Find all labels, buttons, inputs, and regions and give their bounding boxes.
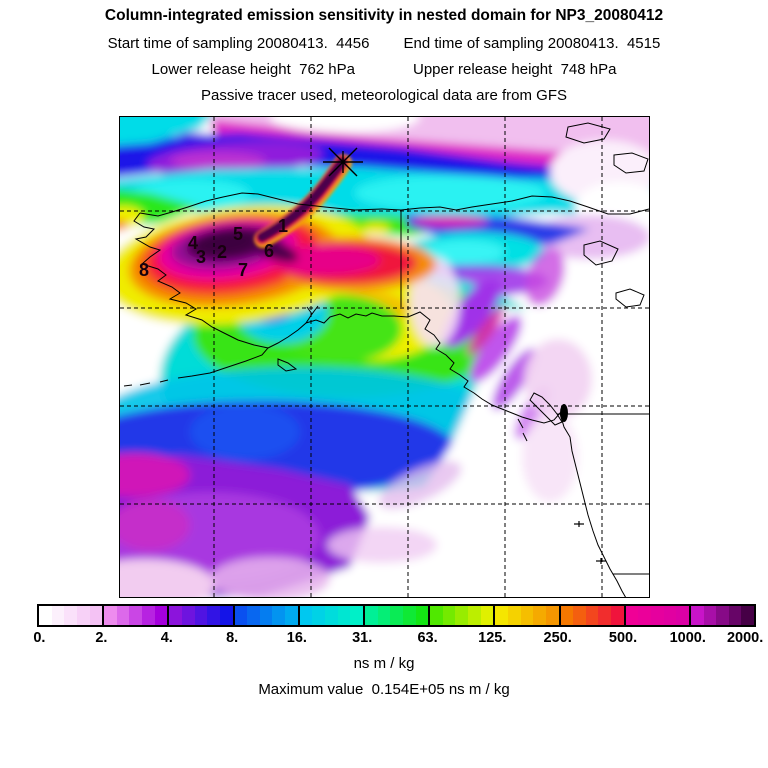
colorbar-tick: 0.: [33, 630, 46, 646]
sensitivity-field: [120, 117, 649, 597]
sampling-end-text: End time of sampling 20080413. 4515: [403, 35, 661, 52]
max-value-label: Maximum value 0.154E+05 ns m / kg: [258, 681, 510, 698]
sampling-times-line: Start time of sampling 20080413. 4456 End…: [0, 35, 768, 52]
colorbar-segment: [39, 606, 103, 625]
colorbar-tick: 500.: [608, 630, 638, 646]
marker-layer: 1 234 5 67 8: [139, 147, 606, 564]
colorbar-tick: 250.: [543, 630, 572, 646]
colorbar-tick: 4.: [160, 630, 173, 646]
colorbar-tick: 16.: [286, 630, 307, 646]
colorbar-tick: 125.: [478, 630, 507, 646]
receptor-number-marker: 6: [264, 241, 274, 261]
receptor-number-marker: 2: [217, 242, 227, 262]
colorbar-segment: [428, 606, 494, 625]
colorbar-segment: [493, 606, 559, 625]
colorbar-segment: [232, 606, 298, 625]
colorbar-segment: [167, 606, 233, 625]
sampling-start-text: Start time of sampling 20080413. 4456: [107, 35, 370, 52]
plus-marker: [596, 558, 606, 564]
release-heights-line: Lower release height 762 hPa Upper releas…: [0, 61, 768, 78]
colorbar-tick: 1000.: [669, 630, 706, 646]
source-star-marker: [323, 147, 363, 177]
colorbar-tick: 8.: [226, 630, 239, 646]
colorbar-segment: [688, 606, 755, 625]
graticule: [120, 117, 649, 597]
page-title: Column-integrated emission sensitivity i…: [104, 7, 664, 24]
upper-release-text: Upper release height 748 hPa: [413, 61, 617, 78]
plus-marker: [574, 521, 584, 527]
colorbar-segment: [297, 606, 363, 625]
colorbar-segment: [362, 606, 429, 625]
colorbar-segment: [102, 606, 168, 625]
tracer-note: Passive tracer used, meteorological data…: [201, 87, 567, 104]
political-borders: [400, 211, 649, 575]
colorbar: [37, 604, 756, 627]
receptor-number-marker: 4: [188, 233, 198, 253]
receptor-number-marker: 7: [238, 260, 248, 280]
colorbar-tick: 31.: [352, 630, 373, 646]
receptor-number-marker: 8: [139, 260, 149, 280]
colorbar-unit-label: ns m / kg: [353, 655, 415, 672]
colorbar-segment: [558, 606, 624, 625]
coastlines: [123, 122, 649, 597]
colorbar-segment: [623, 606, 689, 625]
colorbar-tick-labels: 0. 2. 4. 8. 16. 31. 63. 125. 250. 500. 1000. 2000.: [33, 630, 763, 648]
receptor-number-marker: 3: [196, 247, 206, 267]
receptor-number-marker: 1: [278, 216, 288, 236]
footprint-map-canvas: 1 234 5 67 8: [120, 117, 649, 597]
receptor-number-marker: 5: [233, 224, 243, 244]
colorbar-tick: 2000.: [726, 630, 764, 646]
colorbar-tick: 63.: [417, 630, 438, 646]
colorbar-tick: 2.: [95, 630, 108, 646]
lower-release-text: Lower release height 762 hPa: [151, 61, 355, 78]
